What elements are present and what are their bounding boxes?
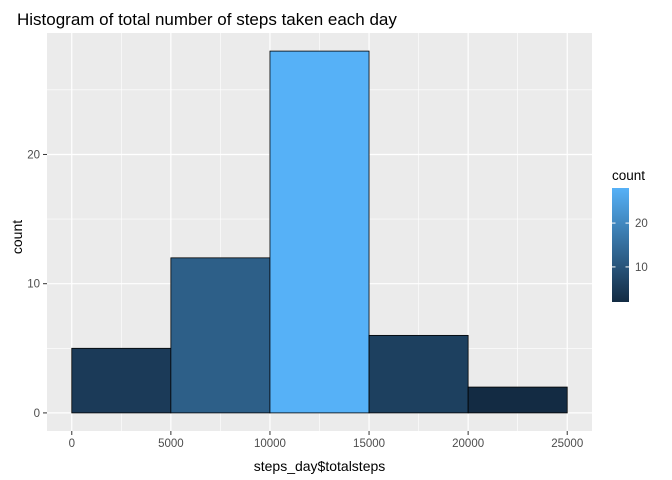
legend-tick-label: 10 [635, 262, 648, 274]
x-tick-label: 25000 [551, 438, 583, 450]
y-tick-label: 10 [27, 279, 40, 291]
bars [71, 50, 568, 414]
x-axis: 0 5000 10000 15000 20000 25000 [69, 431, 583, 450]
y-axis: 0 10 20 [27, 149, 47, 420]
x-tick-label: 5000 [158, 438, 184, 450]
legend-colorbar [612, 188, 629, 302]
histogram-bar [269, 50, 370, 414]
legend-ticks: 10 20 [612, 218, 648, 274]
x-tick-label: 20000 [452, 438, 484, 450]
x-tick-label: 10000 [254, 438, 286, 450]
y-tick-label: 20 [27, 149, 40, 161]
histogram-bar [170, 257, 271, 414]
x-tick-label: 0 [69, 438, 75, 450]
legend: count 10 20 [612, 168, 648, 302]
x-tick-label: 15000 [353, 438, 385, 450]
histogram-bar [467, 386, 568, 414]
y-tick-label: 0 [34, 408, 40, 420]
histogram-bar [368, 334, 469, 414]
y-axis-title: count [9, 220, 25, 254]
chart-title: Histogram of total number of steps taken… [17, 10, 397, 29]
x-axis-title: steps_day$totalsteps [254, 458, 386, 474]
legend-title: count [612, 168, 645, 183]
legend-tick-label: 20 [635, 218, 648, 230]
histogram-bar [71, 347, 172, 414]
